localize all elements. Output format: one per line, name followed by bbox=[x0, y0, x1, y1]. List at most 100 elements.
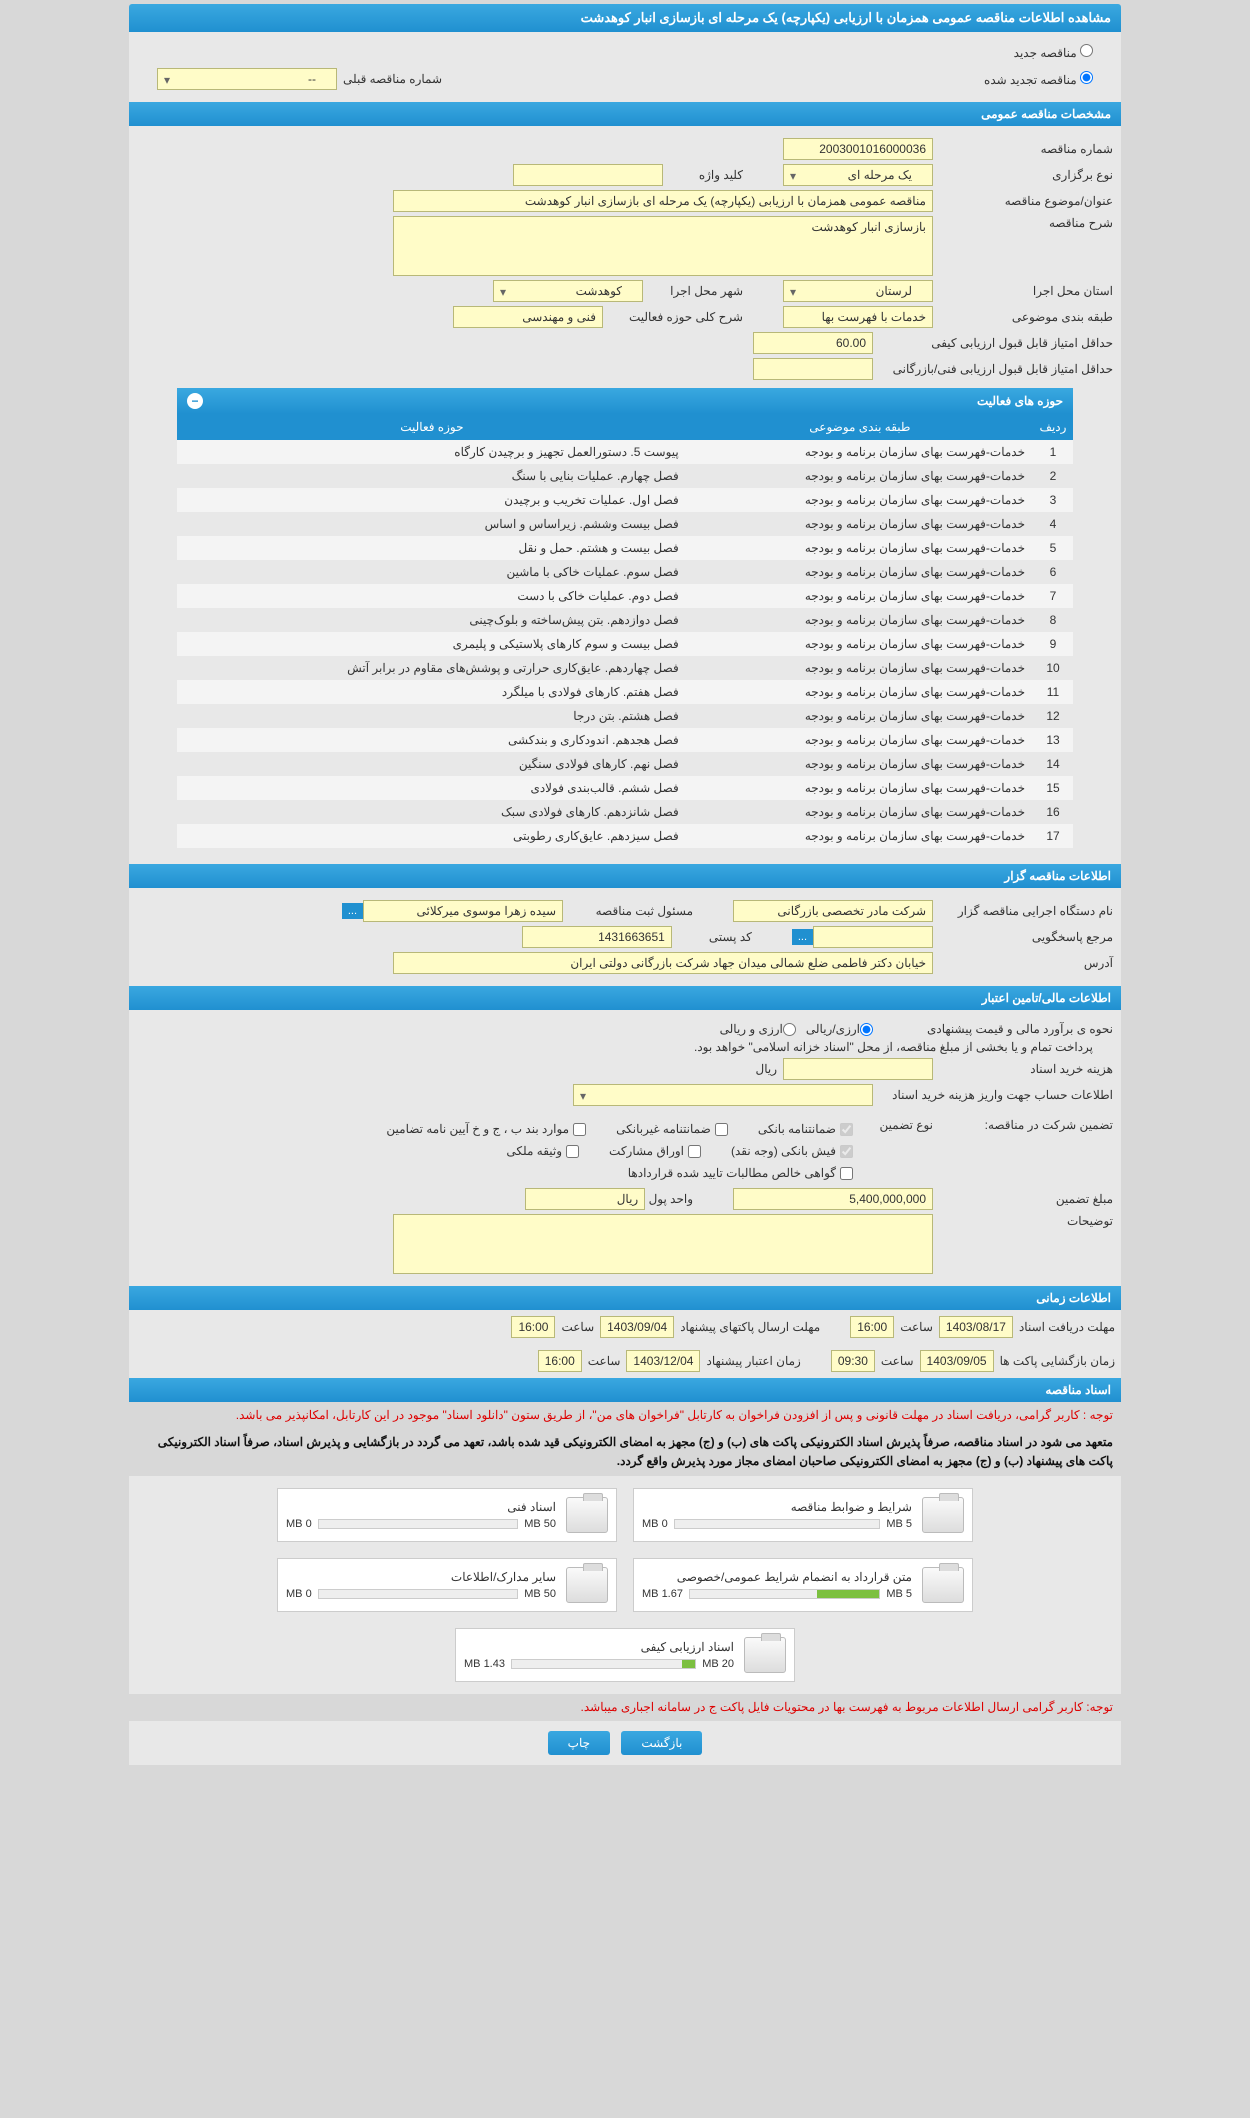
section-docs: اسناد مناقصه bbox=[129, 1378, 1121, 1402]
receive-time: 16:00 bbox=[850, 1316, 894, 1338]
valid-label: زمان اعتبار پیشنهاد bbox=[706, 1354, 800, 1368]
buy-field[interactable] bbox=[783, 1058, 933, 1080]
table-row: 14خدمات-فهرست بهای سازمان برنامه و بودجه… bbox=[177, 752, 1073, 776]
collapse-icon[interactable]: − bbox=[187, 393, 203, 409]
activity-table: ردیف طبقه بندی موضوعی حوزه فعالیت 1خدمات… bbox=[177, 414, 1073, 848]
radio-both[interactable] bbox=[783, 1023, 796, 1036]
notes-field[interactable] bbox=[393, 1214, 933, 1274]
table-row: 9خدمات-فهرست بهای سازمان برنامه و بودجهف… bbox=[177, 632, 1073, 656]
table-row: 13خدمات-فهرست بهای سازمان برنامه و بودجه… bbox=[177, 728, 1073, 752]
doc-used: 0 MB bbox=[642, 1518, 668, 1530]
amount-currency: ریال bbox=[525, 1188, 645, 1210]
tender-number: 2003001016000036 bbox=[783, 138, 933, 160]
min-qual-label: حداقل امتیاز قابل قبول ارزیابی کیفی bbox=[873, 336, 1113, 350]
postal-label: کد پستی bbox=[672, 930, 752, 944]
col-cat: طبقه بندی موضوعی bbox=[687, 414, 1033, 440]
scope-field: فنی و مهندسی bbox=[453, 306, 603, 328]
radio-rial[interactable] bbox=[860, 1023, 873, 1036]
cb-g2[interactable] bbox=[715, 1123, 728, 1136]
doc-card[interactable]: سایر مدارک/اطلاعات 50 MB 0 MB bbox=[277, 1558, 617, 1612]
table-row: 12خدمات-فهرست بهای سازمان برنامه و بودجه… bbox=[177, 704, 1073, 728]
col-num: ردیف bbox=[1033, 414, 1073, 440]
print-button[interactable]: چاپ bbox=[548, 1731, 610, 1755]
category-label: طبقه بندی موضوعی bbox=[933, 310, 1113, 324]
receive-date: 1403/08/17 bbox=[939, 1316, 1013, 1338]
open-time: 09:30 bbox=[831, 1350, 875, 1372]
radio-rial-label: ارزی/ریالی bbox=[806, 1022, 860, 1036]
docs-warn2: متعهد می شود در اسناد مناقصه، صرفاً پذیر… bbox=[129, 1429, 1121, 1475]
cb-g6[interactable] bbox=[566, 1145, 579, 1158]
postal-field: 1431663651 bbox=[522, 926, 672, 948]
keyword-label: کلید واژه bbox=[663, 168, 743, 182]
contact-more-btn[interactable]: ... bbox=[792, 929, 813, 945]
doc-title: شرایط و ضوابط مناقصه bbox=[642, 1500, 912, 1514]
tender-number-label: شماره مناقصه bbox=[933, 142, 1113, 156]
cb-g3-label: موارد بند ب ، ج و خ آیین نامه تضامین bbox=[386, 1122, 569, 1136]
table-row: 2خدمات-فهرست بهای سازمان برنامه و بودجهف… bbox=[177, 464, 1073, 488]
resp-label: مسئول ثبت مناقصه bbox=[563, 904, 693, 918]
desc-field: بازسازی انبار کوهدشت bbox=[393, 216, 933, 276]
section-fin: اطلاعات مالی/تامین اعتبار bbox=[129, 986, 1121, 1010]
cb-g1 bbox=[840, 1123, 853, 1136]
doc-cap: 5 MB bbox=[886, 1518, 912, 1530]
progress-bar bbox=[318, 1519, 519, 1529]
folder-icon bbox=[922, 1567, 964, 1603]
hour-3: ساعت bbox=[881, 1354, 914, 1368]
subject-field: مناقصه عمومی همزمان با ارزیابی (یکپارچه)… bbox=[393, 190, 933, 212]
contact-field[interactable] bbox=[813, 926, 933, 948]
doc-card[interactable]: اسناد فنی 50 MB 0 MB bbox=[277, 1488, 617, 1542]
exec-label: نام دستگاه اجرایی مناقصه گزار bbox=[933, 904, 1113, 918]
folder-icon bbox=[566, 1497, 608, 1533]
cb-g4-label: فیش بانکی (وجه نقد) bbox=[731, 1144, 836, 1158]
min-qual-field: 60.00 bbox=[753, 332, 873, 354]
doc-used: 1.43 MB bbox=[464, 1658, 505, 1670]
doc-used: 1.67 MB bbox=[642, 1588, 683, 1600]
cb-g7[interactable] bbox=[840, 1167, 853, 1180]
doc-card[interactable]: شرایط و ضوابط مناقصه 5 MB 0 MB bbox=[633, 1488, 973, 1542]
resp-more-btn[interactable]: ... bbox=[342, 903, 363, 919]
progress-bar bbox=[318, 1589, 519, 1599]
account-select[interactable] bbox=[573, 1084, 873, 1106]
city-select[interactable]: کوهدشت bbox=[493, 280, 643, 302]
prev-tender-label: شماره مناقصه قبلی bbox=[343, 72, 442, 86]
back-button[interactable]: بازگشت bbox=[621, 1731, 702, 1755]
progress-bar bbox=[689, 1589, 880, 1599]
category-field: خدمات با فهرست بها bbox=[783, 306, 933, 328]
guarantee-type-label: نوع تضمین bbox=[853, 1118, 933, 1132]
doc-card[interactable]: اسناد ارزیابی کیفی 20 MB 1.43 MB bbox=[455, 1628, 795, 1682]
cb-g5[interactable] bbox=[688, 1145, 701, 1158]
province-select[interactable]: لرستان bbox=[783, 280, 933, 302]
table-row: 8خدمات-فهرست بهای سازمان برنامه و بودجهف… bbox=[177, 608, 1073, 632]
cb-g3[interactable] bbox=[573, 1123, 586, 1136]
open-date: 1403/09/05 bbox=[920, 1350, 994, 1372]
table-row: 5خدمات-فهرست بهای سازمان برنامه و بودجهف… bbox=[177, 536, 1073, 560]
doc-used: 0 MB bbox=[286, 1518, 312, 1530]
radio-new-label: مناقصه جدید bbox=[1014, 46, 1077, 60]
doc-title: اسناد فنی bbox=[286, 1500, 556, 1514]
cb-g6-label: وثیقه ملکی bbox=[506, 1144, 562, 1158]
section-org: اطلاعات مناقصه گزار bbox=[129, 864, 1121, 888]
keyword-field[interactable] bbox=[513, 164, 663, 186]
prev-tender-select[interactable]: -- bbox=[157, 68, 337, 90]
table-row: 11خدمات-فهرست بهای سازمان برنامه و بودجه… bbox=[177, 680, 1073, 704]
table-row: 6خدمات-فهرست بهای سازمان برنامه و بودجهف… bbox=[177, 560, 1073, 584]
exec-field: شرکت مادر تخصصی بازرگانی bbox=[733, 900, 933, 922]
scope-label: شرح کلی حوزه فعالیت bbox=[603, 310, 743, 324]
notes-label: توضیحات bbox=[933, 1214, 1113, 1228]
docs-warn3: توجه: کاربر گرامی ارسال اطلاعات مربوط به… bbox=[129, 1694, 1121, 1721]
cb-g7-label: گواهی خالص مطالبات تایید شده قراردادها bbox=[628, 1166, 836, 1180]
radio-new[interactable] bbox=[1080, 44, 1093, 57]
doc-cap: 50 MB bbox=[524, 1588, 556, 1600]
table-row: 17خدمات-فهرست بهای سازمان برنامه و بودجه… bbox=[177, 824, 1073, 848]
progress-bar bbox=[511, 1659, 696, 1669]
submit-time: 16:00 bbox=[511, 1316, 555, 1338]
hour-2: ساعت bbox=[561, 1320, 594, 1334]
table-row: 16خدمات-فهرست بهای سازمان برنامه و بودجه… bbox=[177, 800, 1073, 824]
type-select[interactable]: یک مرحله ای bbox=[783, 164, 933, 186]
hour-4: ساعت bbox=[588, 1354, 621, 1368]
submit-date: 1403/09/04 bbox=[600, 1316, 674, 1338]
doc-title: سایر مدارک/اطلاعات bbox=[286, 1570, 556, 1584]
doc-card[interactable]: متن قرارداد به انضمام شرایط عمومی/خصوصی … bbox=[633, 1558, 973, 1612]
radio-renewed[interactable] bbox=[1080, 71, 1093, 84]
account-label: اطلاعات حساب جهت واریز هزینه خرید اسناد bbox=[873, 1088, 1113, 1102]
